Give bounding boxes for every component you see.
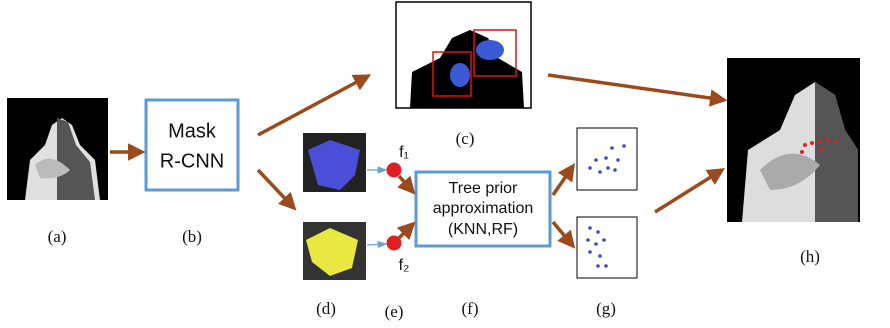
box-text: R-CNN <box>160 150 224 172</box>
panel-label: (g) <box>596 299 616 318</box>
panel-label: (b) <box>182 227 202 246</box>
diagram: (a) Mask R-CNN (b) (c) (d) f₁ f₂ (e) Tre… <box>0 0 890 328</box>
feature-label: f₂ <box>399 257 410 274</box>
box-text: Mask <box>168 120 217 142</box>
feature-label: f₁ <box>399 144 409 161</box>
image-g <box>577 128 637 278</box>
image-d <box>303 133 366 280</box>
mask-rcnn-box <box>146 100 238 190</box>
panel-label: (a) <box>48 227 67 246</box>
box-text: approximation <box>433 200 534 217</box>
box-text: Tree prior <box>449 180 518 197</box>
image-c <box>396 2 531 108</box>
image-h <box>727 58 860 222</box>
panel-label: (h) <box>800 247 820 266</box>
panel-label: (f) <box>462 299 479 318</box>
panel-label: (d) <box>316 299 336 318</box>
image-a <box>7 98 108 200</box>
panel-label: (e) <box>385 302 404 321</box>
feature-arrow <box>367 244 386 245</box>
box-text: (KNN,RF) <box>448 221 518 238</box>
panel-label: (c) <box>456 129 475 148</box>
feature-node <box>387 163 402 178</box>
